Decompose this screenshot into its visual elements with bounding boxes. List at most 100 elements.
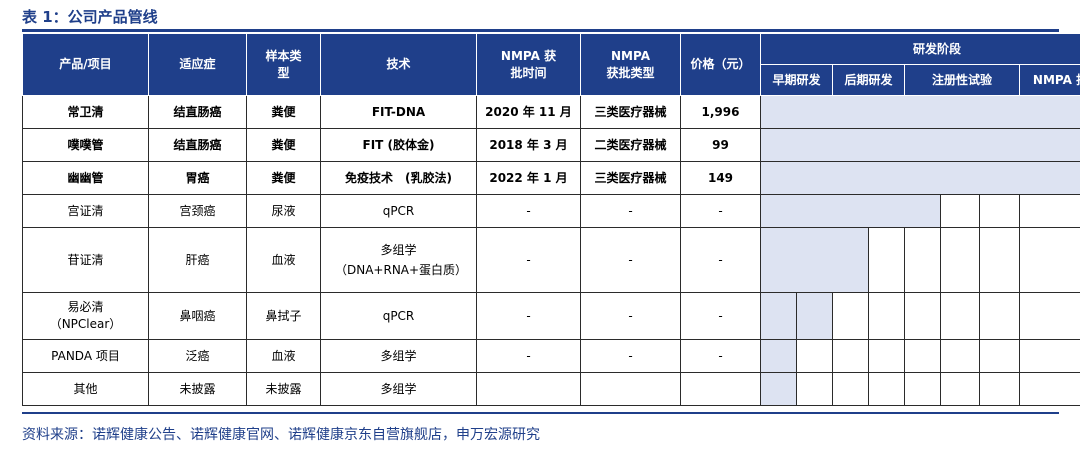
cell-price: - bbox=[680, 292, 761, 340]
cell-product: 其他 bbox=[22, 372, 149, 406]
cell-approval-time: 2020 年 11 月 bbox=[476, 95, 581, 129]
cell-tech: qPCR bbox=[320, 194, 477, 228]
cell-tech: 多组学 bbox=[320, 372, 477, 406]
progress-bar bbox=[759, 128, 1080, 162]
stage-cell bbox=[979, 194, 1020, 228]
stage-cell bbox=[1018, 372, 1080, 406]
header-stage-early: 早期研发 bbox=[760, 64, 833, 96]
table-row: 宫证清 宫颈癌 尿液 qPCR - - - bbox=[22, 194, 1080, 228]
cell-indication: 泛癌 bbox=[148, 339, 247, 373]
stage-cell bbox=[904, 339, 941, 373]
cell-approval-time: - bbox=[476, 194, 581, 228]
table-row: PANDA 项目 泛癌 血液 多组学 - - - bbox=[22, 339, 1080, 373]
table-row: 易必清（NPClear） 鼻咽癌 鼻拭子 qPCR - - - bbox=[22, 292, 1080, 340]
progress-bar bbox=[760, 227, 869, 293]
progress-bar bbox=[760, 194, 941, 228]
table-row: 常卫清 结直肠癌 粪便 FIT-DNA 2020 年 11 月 三类医疗器械 1… bbox=[22, 95, 1080, 129]
cell-tech: 免疫技术 (乳胶法) bbox=[320, 161, 477, 195]
stage-cell bbox=[1018, 227, 1080, 293]
cell-approval-time bbox=[476, 372, 581, 406]
cell-approval-type: 三类医疗器械 bbox=[580, 161, 681, 195]
cell-product: 苷证清 bbox=[22, 227, 149, 293]
stage-cell bbox=[904, 372, 941, 406]
stage-cell bbox=[940, 194, 980, 228]
progress-bar bbox=[759, 161, 1080, 195]
cell-price: 149 bbox=[680, 161, 761, 195]
cell-product: PANDA 项目 bbox=[22, 339, 149, 373]
stage-cell bbox=[832, 292, 869, 340]
cell-tech: FIT (胶体金) bbox=[320, 128, 477, 162]
header-stage-registration: 注册性试验 bbox=[904, 64, 1020, 96]
header-price: 价格（元） bbox=[680, 33, 761, 96]
stage-cell bbox=[979, 292, 1020, 340]
stage-cell bbox=[796, 339, 833, 373]
pipeline-table: 产品/项目 适应症 样本类型 技术 NMPA 获批时间 NMPA 获批类型 价格… bbox=[22, 33, 1080, 406]
stage-cell bbox=[940, 292, 980, 340]
cell-price: 99 bbox=[680, 128, 761, 162]
cell-product: 幽幽管 bbox=[22, 161, 149, 195]
header-sample: 样本类型 bbox=[246, 33, 321, 96]
cell-tech: qPCR bbox=[320, 292, 477, 340]
progress-bar bbox=[760, 372, 797, 406]
cell-product: 宫证清 bbox=[22, 194, 149, 228]
stage-cell bbox=[940, 227, 980, 293]
stage-cell bbox=[979, 372, 1020, 406]
cell-indication: 胃癌 bbox=[148, 161, 247, 195]
stage-cell bbox=[1018, 339, 1080, 373]
cell-sample: 粪便 bbox=[246, 161, 321, 195]
bottom-rule bbox=[22, 412, 1059, 414]
cell-indication: 结直肠癌 bbox=[148, 95, 247, 129]
stage-cell bbox=[868, 227, 905, 293]
cell-product: 易必清（NPClear） bbox=[22, 292, 149, 340]
cell-price: 1,996 bbox=[680, 95, 761, 129]
table-row: 苷证清 肝癌 血液 多组学（DNA+RNA+蛋白质） - - - bbox=[22, 227, 1080, 293]
stage-cell bbox=[940, 339, 980, 373]
cell-approval-time: 2018 年 3 月 bbox=[476, 128, 581, 162]
header-tech: 技术 bbox=[320, 33, 477, 96]
stage-cell bbox=[832, 372, 869, 406]
cell-approval-time: 2022 年 1 月 bbox=[476, 161, 581, 195]
cell-approval-type: 二类医疗器械 bbox=[580, 128, 681, 162]
stage-cell bbox=[1018, 292, 1080, 340]
cell-sample: 未披露 bbox=[246, 372, 321, 406]
cell-tech: 多组学（DNA+RNA+蛋白质） bbox=[320, 227, 477, 293]
progress-bar bbox=[759, 95, 1080, 129]
cell-product: 噗噗管 bbox=[22, 128, 149, 162]
cell-tech: FIT-DNA bbox=[320, 95, 477, 129]
cell-indication: 鼻咽癌 bbox=[148, 292, 247, 340]
stage-cell bbox=[1018, 194, 1080, 228]
cell-indication: 肝癌 bbox=[148, 227, 247, 293]
cell-indication: 宫颈癌 bbox=[148, 194, 247, 228]
header-stage-late: 后期研发 bbox=[832, 64, 905, 96]
stage-cell bbox=[868, 339, 905, 373]
progress-bar bbox=[760, 339, 797, 373]
cell-indication: 结直肠癌 bbox=[148, 128, 247, 162]
cell-sample: 鼻拭子 bbox=[246, 292, 321, 340]
table-title: 表 1：公司产品管线 bbox=[22, 8, 158, 26]
cell-product: 常卫清 bbox=[22, 95, 149, 129]
cell-approval-time: - bbox=[476, 339, 581, 373]
cell-sample: 尿液 bbox=[246, 194, 321, 228]
header-stage-nmpa: NMPA 批准 bbox=[1018, 64, 1080, 96]
cell-indication: 未披露 bbox=[148, 372, 247, 406]
cell-price: - bbox=[680, 227, 761, 293]
cell-sample: 血液 bbox=[246, 339, 321, 373]
cell-sample: 血液 bbox=[246, 227, 321, 293]
stage-cell bbox=[868, 292, 905, 340]
cell-approval-type: - bbox=[580, 227, 681, 293]
table-row: 其他 未披露 未披露 多组学 bbox=[22, 372, 1080, 406]
cell-approval-type: 三类医疗器械 bbox=[580, 95, 681, 129]
cell-approval-type bbox=[580, 372, 681, 406]
cell-approval-type: - bbox=[580, 339, 681, 373]
cell-price: - bbox=[680, 194, 761, 228]
cell-sample: 粪便 bbox=[246, 128, 321, 162]
stage-cell bbox=[979, 227, 1020, 293]
stage-cell bbox=[868, 372, 905, 406]
progress-bar bbox=[760, 292, 797, 340]
header-product: 产品/项目 bbox=[22, 33, 149, 96]
top-rule bbox=[22, 29, 1059, 32]
source-note: 资料来源：诺辉健康公告、诺辉健康官网、诺辉健康京东自营旗舰店，申万宏源研究 bbox=[22, 427, 540, 443]
cell-approval-time: - bbox=[476, 292, 581, 340]
header-indication: 适应症 bbox=[148, 33, 247, 96]
cell-price: - bbox=[680, 339, 761, 373]
